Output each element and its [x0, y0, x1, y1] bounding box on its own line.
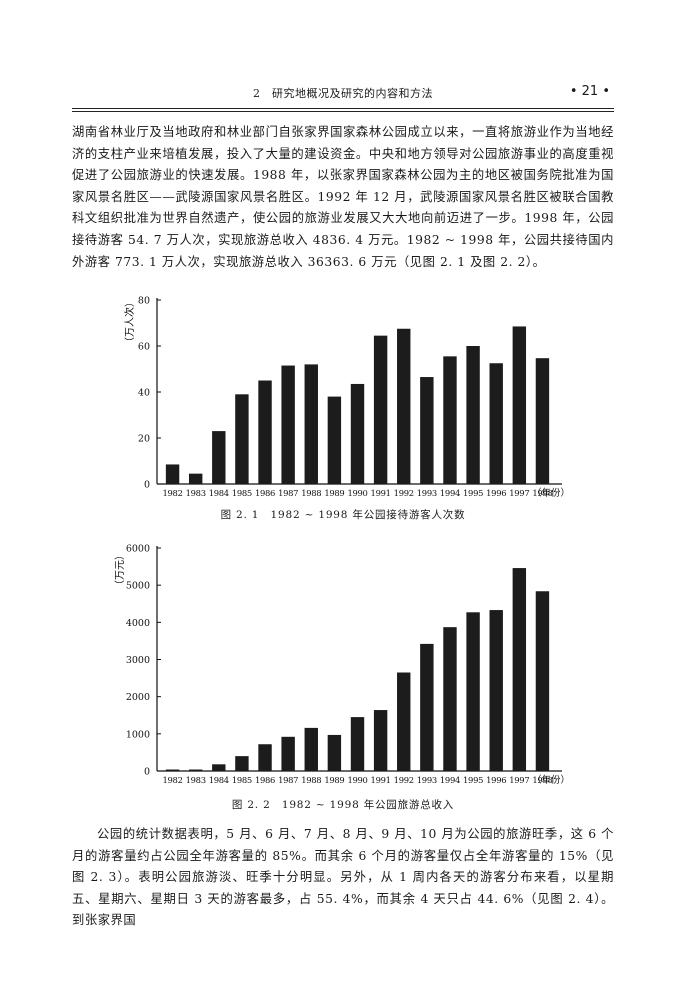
fig1-x-tick-label: 1986: [255, 488, 275, 498]
fig2-bar-1991: [374, 710, 387, 771]
fig2-x-tick-label: 1986: [255, 775, 275, 785]
fig1-x-tick-label: 1994: [440, 488, 460, 498]
fig2-x-tick-label: 1996: [486, 775, 506, 785]
fig1-x-tick-label: 1991: [371, 488, 391, 498]
fig2-x-tick-label: 1997: [509, 775, 529, 785]
fig2-bar-1994: [443, 627, 456, 771]
fig2-y-tick-label: 2000: [126, 692, 150, 703]
fig1-x-tick-label: 1985: [232, 488, 252, 498]
fig2-bar-1998: [536, 591, 549, 771]
fig2-x-tick-label: 1990: [347, 775, 367, 785]
fig1-bar-1994: [443, 356, 456, 484]
figure-2-1-chart: 0 20 40 60 80 （万人次） 1982 1983 1984 1985 1986 1987 19…: [100, 292, 580, 508]
fig2-bar-1982: [166, 770, 179, 771]
fig2-x-tick-label: 1995: [463, 775, 483, 785]
fig2-y-tick-label: 0: [144, 767, 150, 778]
fig2-bar-1995: [466, 612, 479, 771]
fig2-x-tick-label: 1982: [162, 775, 182, 785]
fig1-bar-1993: [420, 377, 433, 484]
fig1-x-tick-label: 1997: [509, 488, 529, 498]
fig2-x-tick-label: 1988: [301, 775, 321, 785]
body-paragraph-2: 公园的统计数据表明，5 月、6 月、7 月、8 月、9 月、10 月为公园的旅游…: [72, 824, 614, 932]
fig1-y-tick-label: 60: [138, 342, 150, 353]
fig2-y-tick-label: 6000: [126, 544, 150, 555]
fig1-bar-1992: [397, 329, 410, 484]
fig2-bar-1996: [490, 610, 503, 771]
fig1-bar-1988: [305, 364, 318, 484]
fig2-x-tick-label: 1989: [324, 775, 344, 785]
fig2-x-tick-label: 1985: [232, 775, 252, 785]
fig2-bar-1997: [513, 568, 526, 771]
figure-2-2-caption: 图 2. 2 1982 ~ 1998 年公园旅游总收入: [72, 797, 614, 812]
fig2-x-tick-label: 1987: [278, 775, 298, 785]
fig1-x-tick-label: 1987: [278, 488, 298, 498]
fig2-y-tick-label: 5000: [126, 581, 150, 592]
header-rule-thin: [72, 111, 614, 112]
fig1-bar-1984: [212, 431, 225, 484]
fig1-y-tick-label: 0: [144, 480, 150, 491]
fig1-x-tick-label: 1988: [301, 488, 321, 498]
fig2-bar-1985: [235, 756, 248, 771]
fig1-y-tick-label: 40: [138, 388, 150, 399]
fig1-x-tick-label: 1992: [394, 488, 414, 498]
fig1-bar-1995: [466, 346, 479, 484]
fig2-bar-1986: [258, 744, 271, 771]
fig1-bar-1990: [351, 384, 364, 484]
fig1-x-tick-label: 1989: [324, 488, 344, 498]
fig2-x-tick-label: 1993: [417, 775, 437, 785]
fig1-x-tick-label: 1983: [186, 488, 206, 498]
fig2-bar-1984: [212, 764, 225, 771]
fig1-bar-1985: [235, 394, 248, 484]
fig2-x-axis-label: （年份）: [532, 774, 570, 786]
fig2-bar-1987: [281, 737, 294, 771]
fig2-y-tick-label: 4000: [126, 618, 150, 629]
fig1-x-tick-label: 1982: [162, 488, 182, 498]
fig1-bar-1987: [281, 366, 294, 484]
fig1-x-tick-label: 1995: [463, 488, 483, 498]
fig1-bar-1998: [536, 358, 549, 484]
fig2-x-tick-label: 1992: [394, 775, 414, 785]
fig2-y-axis-label: （万元）: [114, 550, 126, 590]
figure-2-2-chart: 0 1000 2000 3000 4000 5000 6000 （万元） 1982 1983 198…: [100, 538, 580, 794]
figure-2-1-caption: 图 2. 1 1982 ~ 1998 年公园接待游客人次数: [72, 507, 614, 522]
fig2-x-tick-label: 1984: [209, 775, 229, 785]
fig1-bar-1982: [166, 464, 179, 484]
fig2-x-tick-label: 1994: [440, 775, 460, 785]
chapter-title: 2 研究地概况及研究的内容和方法: [72, 85, 614, 101]
fig1-bar-1991: [374, 336, 387, 484]
fig1-bar-1986: [258, 381, 271, 485]
fig2-bar-1988: [305, 728, 318, 771]
fig1-bar-1996: [490, 363, 503, 484]
fig2-bar-1989: [328, 735, 341, 771]
fig2-y-tick-label: 3000: [126, 655, 150, 666]
fig1-x-tick-label: 1993: [417, 488, 437, 498]
fig1-x-axis-label: （年份）: [532, 487, 570, 499]
page-number: • 21 •: [570, 84, 610, 99]
fig2-x-tick-label: 1983: [186, 775, 206, 785]
fig1-x-tick-label: 1990: [347, 488, 367, 498]
fig1-bar-1989: [328, 397, 341, 484]
fig2-bar-1992: [397, 673, 410, 771]
fig1-x-tick-label: 1984: [209, 488, 229, 498]
fig1-bar-1997: [513, 326, 526, 484]
fig2-y-tick-label: 1000: [126, 729, 150, 740]
header-rule-thick: [72, 108, 614, 109]
fig1-y-tick-label: 80: [138, 296, 150, 307]
fig1-x-tick-label: 1996: [486, 488, 506, 498]
fig2-bar-1983: [189, 770, 202, 771]
fig2-bar-1990: [351, 717, 364, 771]
running-header: 2 研究地概况及研究的内容和方法 • 21 •: [72, 85, 614, 107]
fig1-y-axis-label: （万人次）: [123, 297, 136, 347]
body-paragraph-1: 湖南省林业厅及当地政府和林业部门自张家界国家森林公园成立以来，一直将旅游业作为当…: [72, 122, 614, 273]
fig2-x-tick-label: 1991: [371, 775, 391, 785]
fig2-bar-1993: [420, 644, 433, 771]
fig1-y-tick-label: 20: [138, 434, 150, 445]
fig1-bar-1983: [189, 474, 202, 484]
